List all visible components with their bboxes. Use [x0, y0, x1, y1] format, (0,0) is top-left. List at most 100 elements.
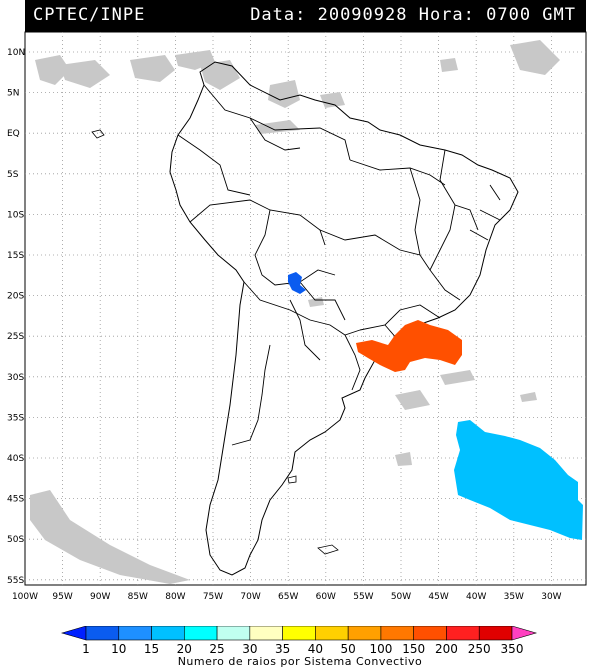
cluster-bolivia — [288, 272, 306, 294]
colorbar-tick-label: 15 — [143, 642, 160, 656]
colorbar-tick-label: 100 — [369, 642, 393, 656]
islands — [91, 129, 339, 555]
colorbar-swatch — [249, 626, 283, 641]
island — [287, 475, 297, 484]
colorbar-tick-label: 150 — [402, 642, 426, 656]
cloud-patch — [440, 370, 475, 385]
latitude-label: 25S — [7, 332, 24, 342]
cloud-patch — [520, 392, 537, 402]
colorbar-swatch — [60, 626, 87, 641]
cloud-patch — [510, 40, 560, 75]
colorbar-swatch — [151, 626, 185, 641]
colorbar-swatch — [446, 626, 480, 641]
country-borders — [177, 84, 501, 446]
colorbar — [60, 626, 538, 641]
latitude-label: 35S — [7, 413, 24, 423]
colorbar-tick-label: 25 — [209, 642, 225, 656]
colorbar-title: Numero de raios por Sistema Convectivo — [177, 655, 423, 668]
border-line — [289, 299, 321, 361]
colorbar-tick-label: 10 — [111, 642, 127, 656]
island — [91, 129, 105, 139]
colorbar-swatch — [511, 626, 538, 641]
longitude-labels: 100W 95W 90W 85W 80W 75W 70W 65W 60W 55W 50W 45W 40W… — [12, 592, 562, 602]
colorbar-swatch — [118, 626, 152, 641]
border-line — [177, 134, 251, 196]
border-line — [319, 229, 431, 271]
colorbar-swatch — [315, 626, 349, 641]
colorbar-swatch — [478, 626, 513, 641]
latitude-label: 55S — [7, 576, 24, 586]
longitude-label: 55W — [353, 592, 373, 602]
date-time-label: Data: 20090928 Hora: 0700 GMT — [250, 5, 576, 25]
cloud-patch — [308, 297, 324, 307]
longitude-label: 85W — [128, 592, 148, 602]
colorbar-tick-label: 40 — [307, 642, 324, 656]
longitude-label: 70W — [240, 592, 260, 602]
colorbar-swatch — [347, 626, 382, 641]
title-bar: CPTEC/INPE Data: 20090928 Hora: 0700 GMT — [25, 0, 586, 32]
cloud-patch — [130, 55, 175, 82]
border-line — [429, 204, 461, 301]
colorbar-tick-label: 35 — [274, 642, 291, 656]
cloud-patch — [395, 390, 430, 410]
latitude-label: 10N — [7, 48, 25, 58]
colorbar-tick-label: 30 — [242, 642, 258, 656]
border-line — [359, 304, 441, 331]
colorbar-swatch — [413, 626, 447, 641]
cloud-patch — [440, 58, 458, 72]
longitude-label: 80W — [165, 592, 185, 602]
colorbar-swatch — [85, 626, 120, 641]
colorbar-tick-label: 250 — [467, 642, 491, 656]
cloud-patch — [35, 55, 70, 85]
cluster-southern-brazil — [356, 320, 462, 372]
border-line — [254, 209, 336, 286]
colorbar-tick-label: 200 — [435, 642, 458, 656]
cloud-patch — [395, 452, 412, 466]
south-america-coastline — [169, 61, 519, 576]
border-line — [409, 167, 421, 256]
colorbar-tick-label: 20 — [176, 642, 192, 656]
border-line — [231, 344, 271, 446]
latitude-label: 10S — [7, 210, 24, 220]
cluster-south-atlantic — [454, 420, 583, 540]
border-line — [344, 334, 361, 391]
latitude-label: 30S — [7, 373, 24, 383]
colorbar-swatch — [216, 626, 251, 641]
longitude-label: 100W — [12, 592, 38, 602]
longitude-label: 35W — [504, 592, 524, 602]
colorbar-swatch — [380, 626, 414, 641]
latitude-label: 15S — [7, 251, 24, 261]
border-line — [249, 117, 351, 161]
longitude-label: 90W — [90, 592, 110, 602]
cloud-cover — [30, 40, 560, 584]
cloud-patch — [320, 92, 345, 108]
border-line — [299, 281, 346, 321]
colorbar-ticks: 1 10 15 20 25 30 35 40 50 100 150 200 250 350 — [0, 642, 600, 656]
longitude-label: 30W — [541, 592, 561, 602]
cloud-patch — [60, 60, 110, 88]
longitude-label: 95W — [52, 592, 72, 602]
colorbar-swatch — [282, 626, 316, 641]
longitude-label: 60W — [316, 592, 336, 602]
border-line — [469, 184, 501, 241]
cloud-patch — [255, 120, 300, 134]
latitude-label: EQ — [7, 129, 20, 139]
cloud-patch — [200, 60, 240, 90]
border-line — [203, 84, 301, 151]
lightning-map: 10N5NEQ5S10S15S20S25S30S35S40S45S50S55S … — [7, 31, 587, 602]
latitude-label: 5S — [7, 170, 19, 180]
agency-label: CPTEC/INPE — [33, 5, 146, 25]
colorbar-swatch — [184, 626, 218, 641]
longitude-label: 75W — [203, 592, 223, 602]
longitude-label: 50W — [391, 592, 411, 602]
longitude-label: 45W — [428, 592, 448, 602]
latitude-labels: 10N 5N EQ 5S 10S 15S 20S 25S 30S 35S 40S 45S 50S 55S — [7, 48, 25, 586]
latitude-label: 20S — [7, 292, 24, 302]
cloud-patch — [30, 490, 190, 584]
longitude-label: 65W — [278, 592, 298, 602]
colorbar-tick-label: 1 — [82, 642, 90, 656]
latitude-label: 5N — [7, 89, 19, 99]
colorbar-tick-label: 350 — [500, 642, 524, 656]
latitude-label: 45S — [7, 495, 24, 505]
colorbar-tick-label: 50 — [340, 642, 356, 656]
